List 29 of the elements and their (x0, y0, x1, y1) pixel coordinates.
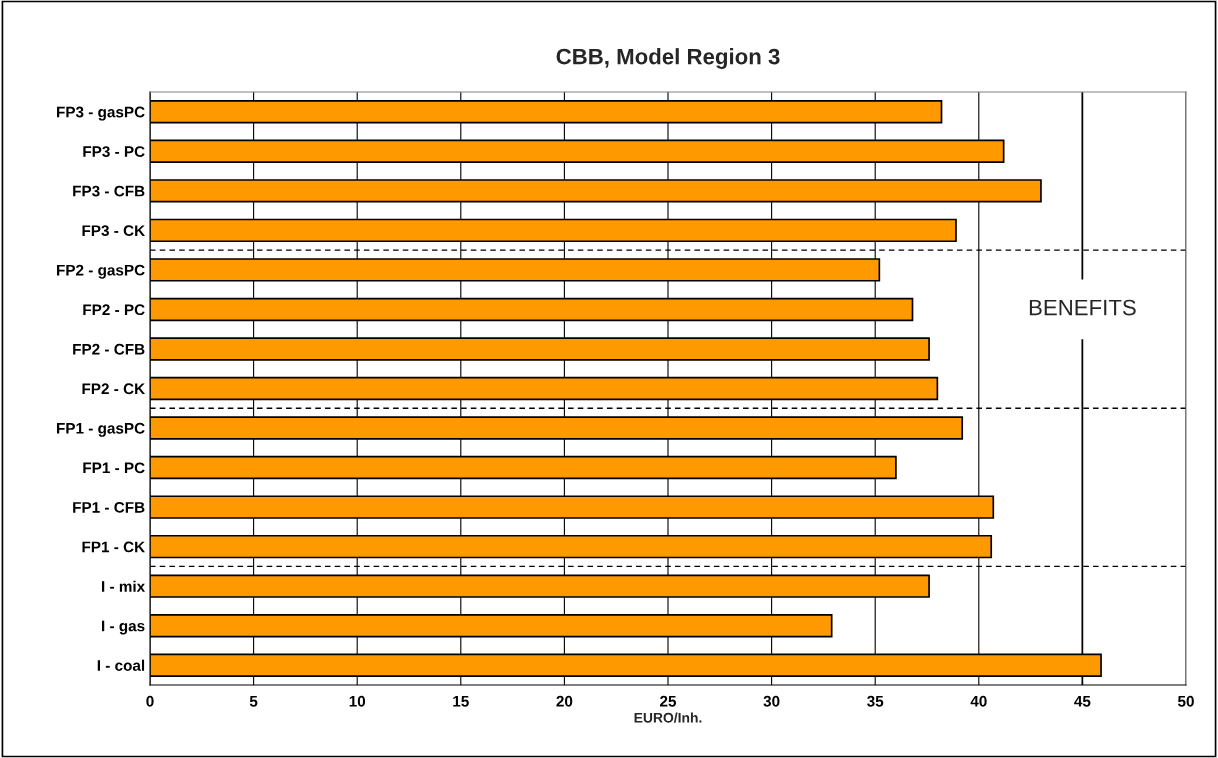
y-tick-label: I - gas (102, 620, 145, 635)
y-tick-label: FP1 - CFB (73, 501, 145, 513)
x-tick-label: 20 (556, 695, 573, 707)
x-tick-label: 40 (970, 695, 987, 707)
x-tick-label: 5 (249, 695, 258, 707)
y-tick-label: FP3 - gasPC (57, 106, 145, 121)
x-tick-label: 0 (146, 695, 154, 707)
y-tick-label: FP1 - gasPC (57, 422, 145, 437)
y-tick-label: FP3 - CK (82, 225, 145, 237)
y-tick-label: FP1 - PC (83, 462, 145, 474)
x-axis-title: EURO/Inh. (634, 712, 702, 723)
x-tick-label: 30 (763, 695, 780, 707)
x-tick-label: 25 (660, 695, 677, 707)
y-tick-label: FP3 - CFB (73, 185, 145, 197)
y-tick-label: FP3 - PC (83, 146, 145, 158)
chart-title: CBB, Model Region 3 (556, 48, 780, 69)
y-tick-label: FP2 - CK (82, 383, 145, 395)
ref-line-label: BENEFITS (1029, 299, 1136, 316)
y-tick-label: FP1 - CK (82, 541, 145, 553)
x-tick-label: 50 (1177, 695, 1194, 707)
x-tick-label: 45 (1074, 695, 1091, 707)
x-tick-label: 10 (349, 695, 366, 707)
x-tick-label: 15 (453, 695, 469, 707)
y-tick-label: FP2 - CFB (73, 343, 145, 355)
y-tick-label: I - mix (102, 580, 146, 592)
y-tick-label: FP2 - gasPC (57, 264, 145, 279)
y-tick-label: I - coal (97, 659, 145, 671)
x-tick-label: 35 (867, 695, 884, 707)
y-tick-label: FP2 - PC (83, 304, 145, 316)
